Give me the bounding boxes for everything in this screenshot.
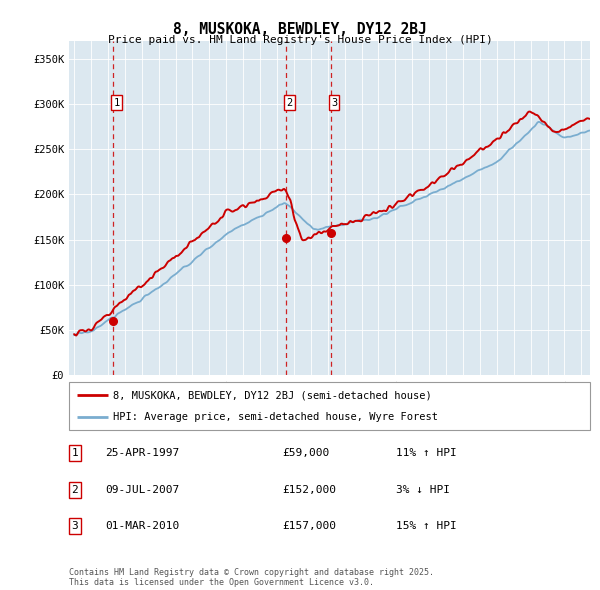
Text: 3: 3 [331, 97, 337, 107]
Text: 3: 3 [71, 522, 79, 531]
Text: Contains HM Land Registry data © Crown copyright and database right 2025.
This d: Contains HM Land Registry data © Crown c… [69, 568, 434, 587]
Text: Price paid vs. HM Land Registry's House Price Index (HPI): Price paid vs. HM Land Registry's House … [107, 35, 493, 45]
Text: 15% ↑ HPI: 15% ↑ HPI [396, 522, 457, 531]
Text: £59,000: £59,000 [282, 448, 329, 458]
Text: 1: 1 [71, 448, 79, 458]
Text: £157,000: £157,000 [282, 522, 336, 531]
Text: 11% ↑ HPI: 11% ↑ HPI [396, 448, 457, 458]
Text: 3% ↓ HPI: 3% ↓ HPI [396, 485, 450, 494]
Text: 09-JUL-2007: 09-JUL-2007 [105, 485, 179, 494]
Text: 2: 2 [71, 485, 79, 494]
Text: 1: 1 [113, 97, 120, 107]
Text: 01-MAR-2010: 01-MAR-2010 [105, 522, 179, 531]
Text: 8, MUSKOKA, BEWDLEY, DY12 2BJ (semi-detached house): 8, MUSKOKA, BEWDLEY, DY12 2BJ (semi-deta… [113, 390, 432, 400]
FancyBboxPatch shape [69, 382, 590, 430]
Text: HPI: Average price, semi-detached house, Wyre Forest: HPI: Average price, semi-detached house,… [113, 412, 438, 422]
Text: 8, MUSKOKA, BEWDLEY, DY12 2BJ: 8, MUSKOKA, BEWDLEY, DY12 2BJ [173, 22, 427, 37]
Text: 25-APR-1997: 25-APR-1997 [105, 448, 179, 458]
Text: 2: 2 [286, 97, 292, 107]
Text: £152,000: £152,000 [282, 485, 336, 494]
